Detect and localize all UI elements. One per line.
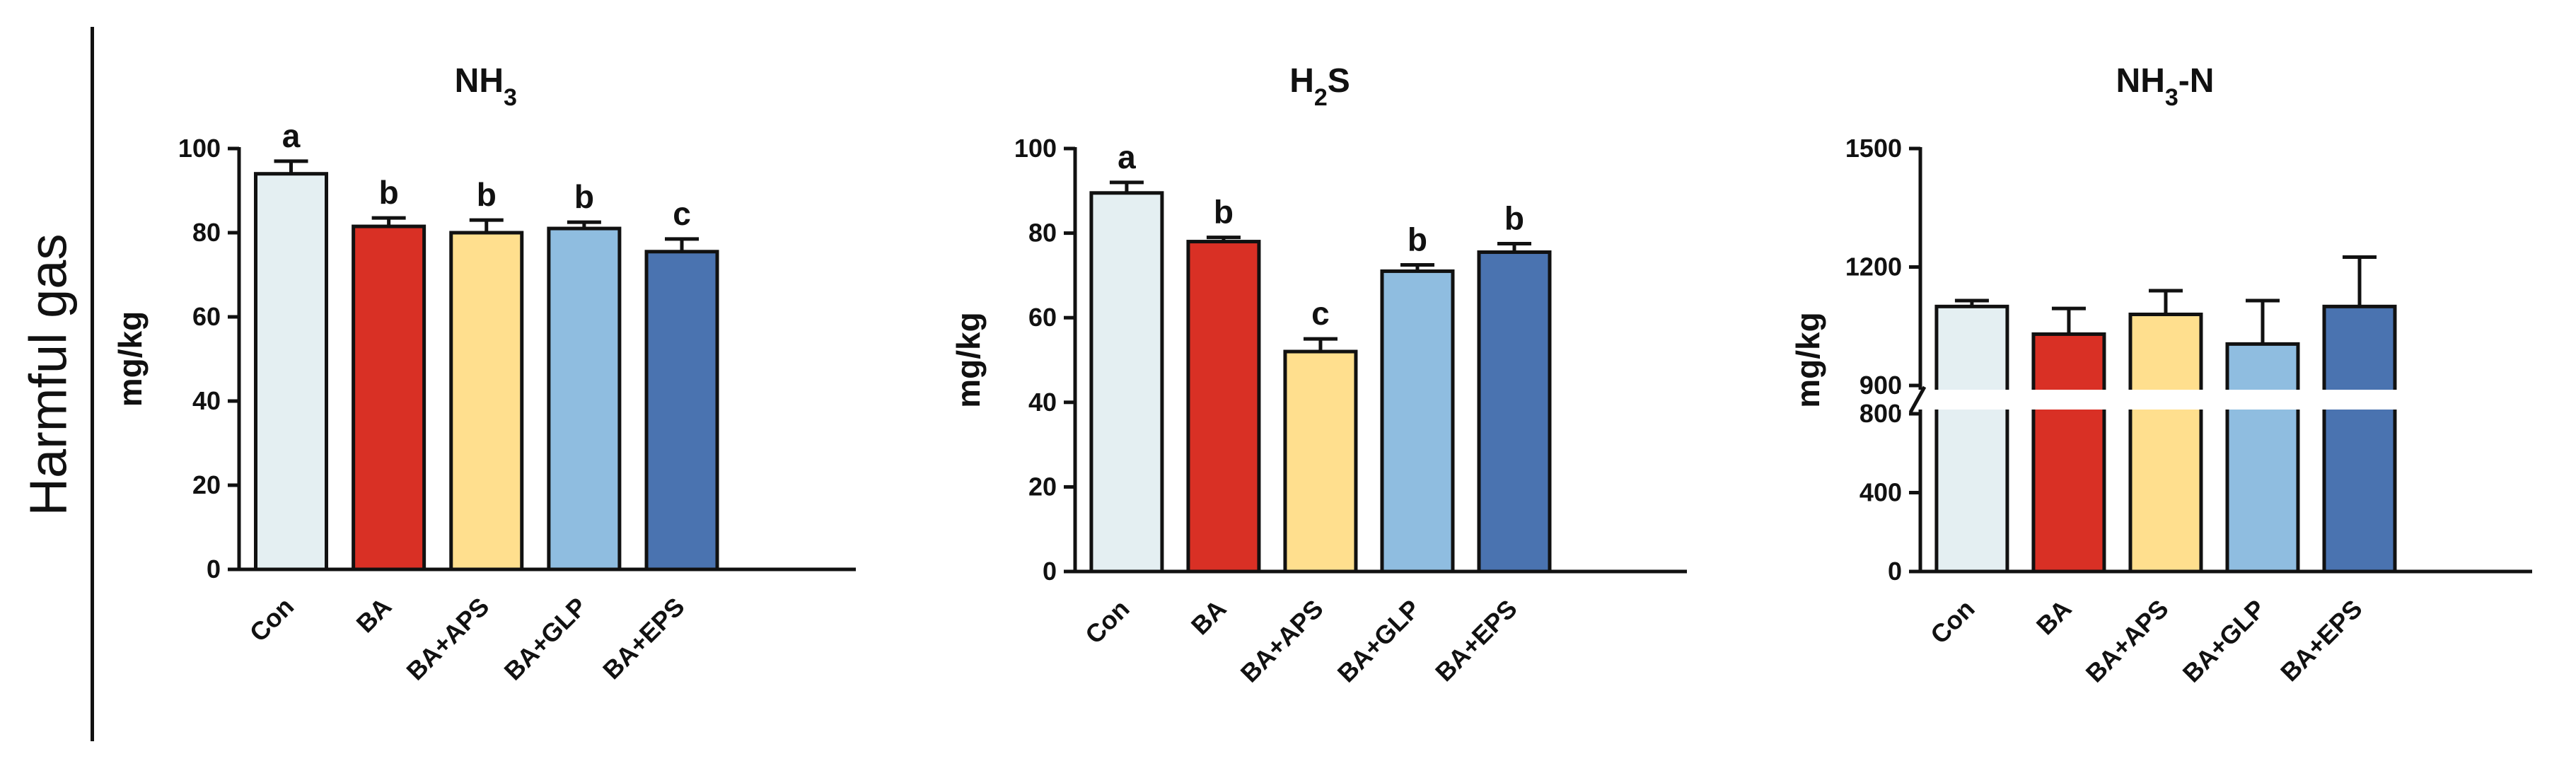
bar-ba-eps <box>644 250 719 571</box>
category-label: BA+EPS <box>597 592 690 685</box>
y-tick-label: 0 <box>1888 557 1902 586</box>
category-label: BA <box>1185 594 1232 641</box>
chart-title: NH3-N <box>2116 62 2215 111</box>
y-tick-label: 100 <box>178 134 221 163</box>
category-label: Con <box>244 592 299 647</box>
chart-panel-1: NH3 mg/kg a Con b BA b BA+APS b BA+GLP c BA+EPS 0 20 4… <box>112 62 856 686</box>
chart-panel-3: NH3-N mg/kg Con BA BA+APS BA+GLP BA+EPS 0 400 800… <box>1789 62 2539 688</box>
y-tick-label: 40 <box>1028 388 1057 417</box>
category-label: BA+GLP <box>2177 594 2271 688</box>
y-tick-label: 100 <box>1014 134 1057 163</box>
category-label: BA+APS <box>2080 594 2174 688</box>
panel-divider <box>91 27 94 741</box>
bar-ba <box>352 224 427 571</box>
y-tick-label: 60 <box>1028 303 1057 332</box>
chart-panel-2: H2S mg/kg a Con b BA c BA+APS b BA+GLP b BA+EPS 0 20 4… <box>950 62 1687 688</box>
y-tick-label: 900 <box>1860 371 1902 400</box>
category-label: BA+APS <box>400 592 494 686</box>
y-axis-title: mg/kg <box>1789 312 1826 407</box>
y-tick-label: 1200 <box>1845 253 1902 282</box>
bar-ba-glp <box>547 226 622 571</box>
category-label: BA <box>351 592 398 639</box>
y-tick-label: 80 <box>1028 219 1057 248</box>
y-tick-label: 1500 <box>1845 134 1902 163</box>
bar-ba-aps <box>2128 313 2203 574</box>
category-label: Con <box>1925 594 1980 649</box>
y-tick-label: 0 <box>207 555 221 584</box>
y-tick-label: 400 <box>1860 478 1902 507</box>
significance-letter: c <box>1311 295 1330 332</box>
axis-break-gap <box>1899 390 2539 410</box>
significance-letter: b <box>1504 200 1524 237</box>
significance-letter: c <box>673 195 691 232</box>
y-tick-label: 0 <box>1043 557 1057 586</box>
y-axis-title: mg/kg <box>112 311 149 407</box>
bar-ba <box>1186 240 1261 574</box>
bar-ba-glp <box>1380 269 1455 574</box>
bar-ba <box>2031 332 2106 574</box>
bar-con <box>254 172 329 571</box>
bar-ba-aps <box>1283 349 1358 574</box>
y-tick-label: 800 <box>1860 399 1902 428</box>
y-axis-title: mg/kg <box>950 312 987 407</box>
bar-ba-eps <box>2322 304 2397 574</box>
chart-title: H2S <box>1289 62 1350 111</box>
significance-letter: b <box>1408 221 1427 257</box>
bar-ba-eps <box>1477 250 1552 574</box>
y-tick-label: 20 <box>1028 472 1057 501</box>
significance-letter: b <box>477 176 497 213</box>
category-label: Con <box>1079 594 1135 649</box>
significance-letter: b <box>379 174 399 211</box>
y-tick-label: 40 <box>192 386 221 415</box>
significance-letter: a <box>282 117 301 154</box>
category-label: BA+GLP <box>1332 594 1426 688</box>
category-label: BA <box>2031 594 2077 641</box>
category-label: BA+EPS <box>2275 594 2368 687</box>
bar-ba-glp <box>2225 342 2300 574</box>
bar-con <box>1089 191 1164 574</box>
y-tick-label: 80 <box>192 218 221 247</box>
significance-letter: a <box>1118 139 1136 175</box>
axis-break-mark <box>1908 385 1927 414</box>
y-tick-label: 20 <box>192 470 221 499</box>
bar-con <box>1934 304 2009 574</box>
category-label: BA+APS <box>1235 594 1329 688</box>
category-label: BA+EPS <box>1429 594 1523 687</box>
significance-letter: b <box>1214 194 1234 231</box>
bar-ba-aps <box>449 231 524 571</box>
significance-letter: b <box>574 178 594 215</box>
y-tick-label: 60 <box>192 302 221 331</box>
category-label: BA+GLP <box>499 592 593 686</box>
chart-title: NH3 <box>455 62 517 111</box>
